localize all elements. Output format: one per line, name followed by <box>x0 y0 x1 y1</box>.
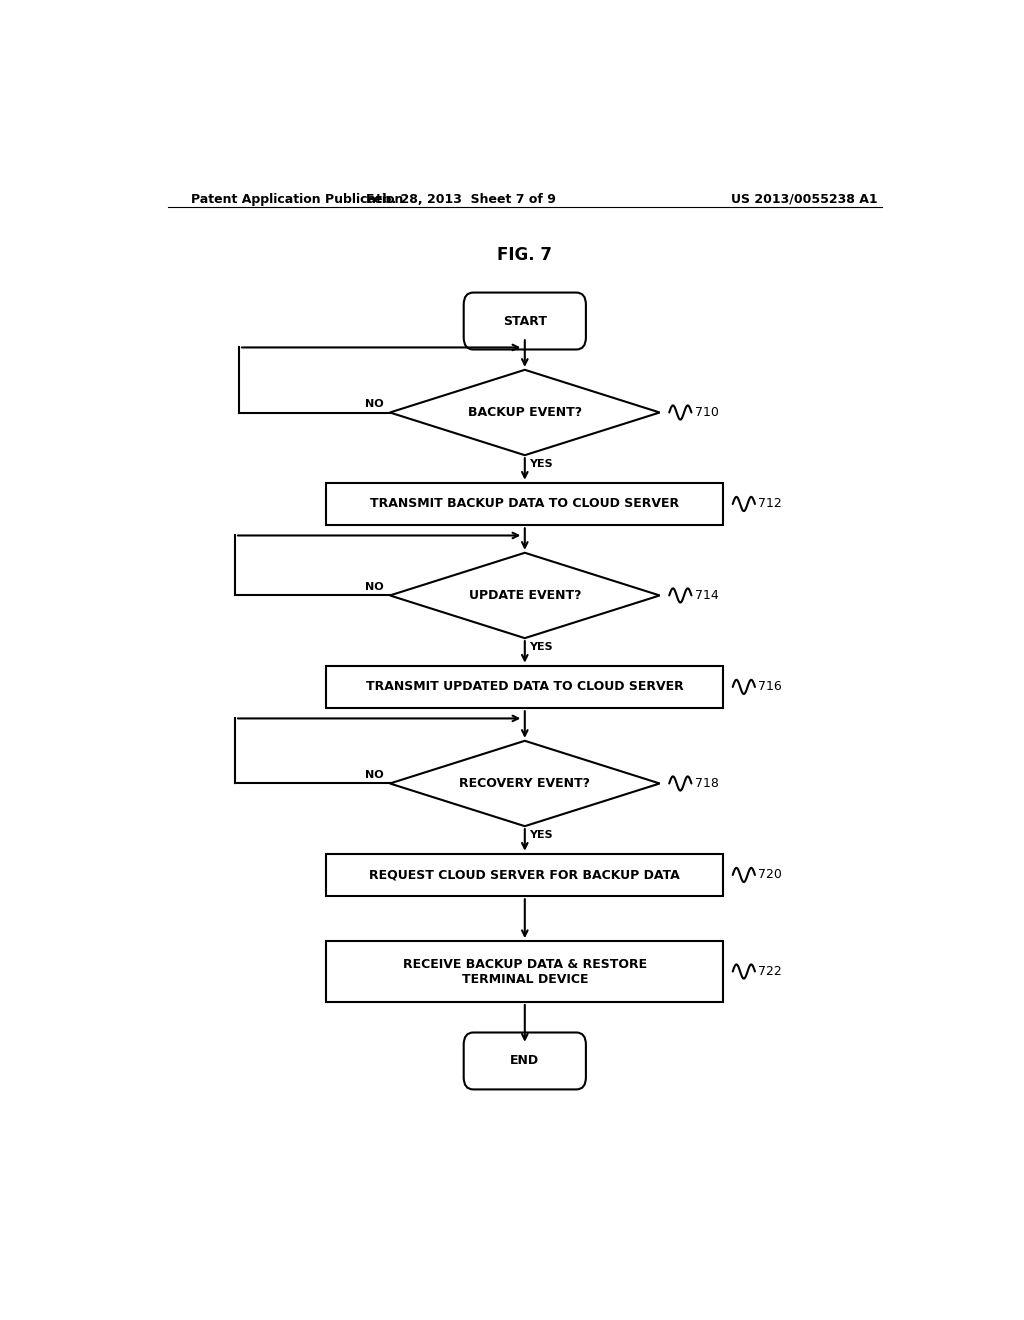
Text: 720: 720 <box>758 869 782 882</box>
Polygon shape <box>390 741 659 826</box>
FancyBboxPatch shape <box>464 1032 586 1089</box>
Text: 712: 712 <box>758 498 782 511</box>
Text: Feb. 28, 2013  Sheet 7 of 9: Feb. 28, 2013 Sheet 7 of 9 <box>367 193 556 206</box>
Text: NO: NO <box>365 582 384 593</box>
Text: Patent Application Publication: Patent Application Publication <box>191 193 403 206</box>
Text: TRANSMIT BACKUP DATA TO CLOUD SERVER: TRANSMIT BACKUP DATA TO CLOUD SERVER <box>371 498 679 511</box>
Text: RECEIVE BACKUP DATA & RESTORE
TERMINAL DEVICE: RECEIVE BACKUP DATA & RESTORE TERMINAL D… <box>402 957 647 986</box>
Text: REQUEST CLOUD SERVER FOR BACKUP DATA: REQUEST CLOUD SERVER FOR BACKUP DATA <box>370 869 680 882</box>
Polygon shape <box>390 553 659 638</box>
Bar <box>327 665 723 709</box>
Text: BACKUP EVENT?: BACKUP EVENT? <box>468 407 582 418</box>
Text: 710: 710 <box>694 407 719 418</box>
Text: 718: 718 <box>694 777 719 789</box>
Text: START: START <box>503 314 547 327</box>
Text: UPDATE EVENT?: UPDATE EVENT? <box>469 589 581 602</box>
Text: RECOVERY EVENT?: RECOVERY EVENT? <box>460 777 590 789</box>
Text: YES: YES <box>529 643 553 652</box>
Text: 716: 716 <box>758 680 782 693</box>
Text: NO: NO <box>365 771 384 780</box>
FancyBboxPatch shape <box>464 293 586 350</box>
Polygon shape <box>390 370 659 455</box>
Bar <box>327 483 723 525</box>
Text: YES: YES <box>529 459 553 469</box>
Text: US 2013/0055238 A1: US 2013/0055238 A1 <box>731 193 878 206</box>
Text: 722: 722 <box>758 965 782 978</box>
Bar <box>327 854 723 896</box>
Text: FIG. 7: FIG. 7 <box>498 246 552 264</box>
Bar <box>327 941 723 1002</box>
Text: END: END <box>510 1055 540 1068</box>
Text: YES: YES <box>529 830 553 841</box>
Text: TRANSMIT UPDATED DATA TO CLOUD SERVER: TRANSMIT UPDATED DATA TO CLOUD SERVER <box>366 680 684 693</box>
Text: NO: NO <box>365 400 384 409</box>
Text: 714: 714 <box>694 589 719 602</box>
